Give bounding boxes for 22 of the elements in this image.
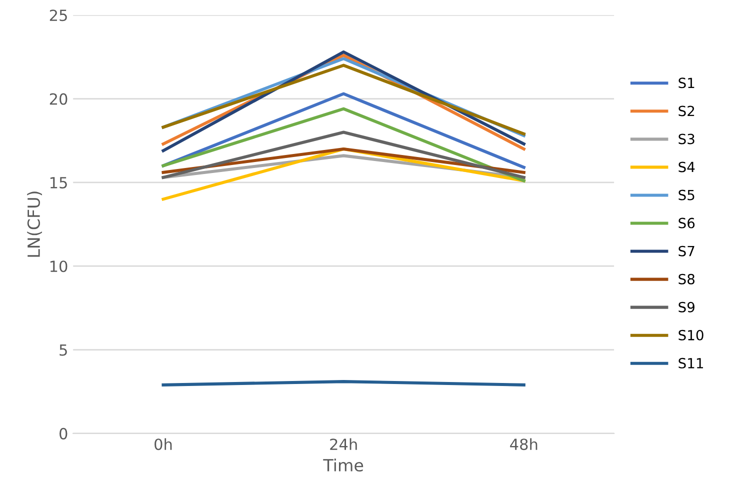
legend-label: S7 [678,246,694,256]
y-tick-label: 20 [50,93,68,105]
x-tick-label: 0h [154,438,172,450]
x-tick-label: 48h [510,438,538,450]
legend-label: S9 [678,302,694,312]
y-tick-label: 15 [50,177,67,188]
y-tick-label: 5 [60,344,67,356]
x-axis-title: Time [323,458,364,472]
legend-label: S5 [678,190,694,200]
y-tick-label: 10 [50,260,68,272]
y-axis-title: LN(CFU) [27,192,42,257]
y-tick-label: 25 [50,10,67,22]
legend-label: S10 [678,330,704,340]
legend-label: S11 [678,358,703,368]
legend-label: S3 [678,134,694,144]
legend-label: S6 [678,218,695,228]
y-tick-label: 0 [60,428,68,440]
x-tick-label: 24h [330,438,357,450]
legend-label: S8 [678,274,694,284]
legend-label: S4 [678,162,695,172]
legend-label: S2 [678,106,694,116]
legend-label: S1 [678,78,694,88]
